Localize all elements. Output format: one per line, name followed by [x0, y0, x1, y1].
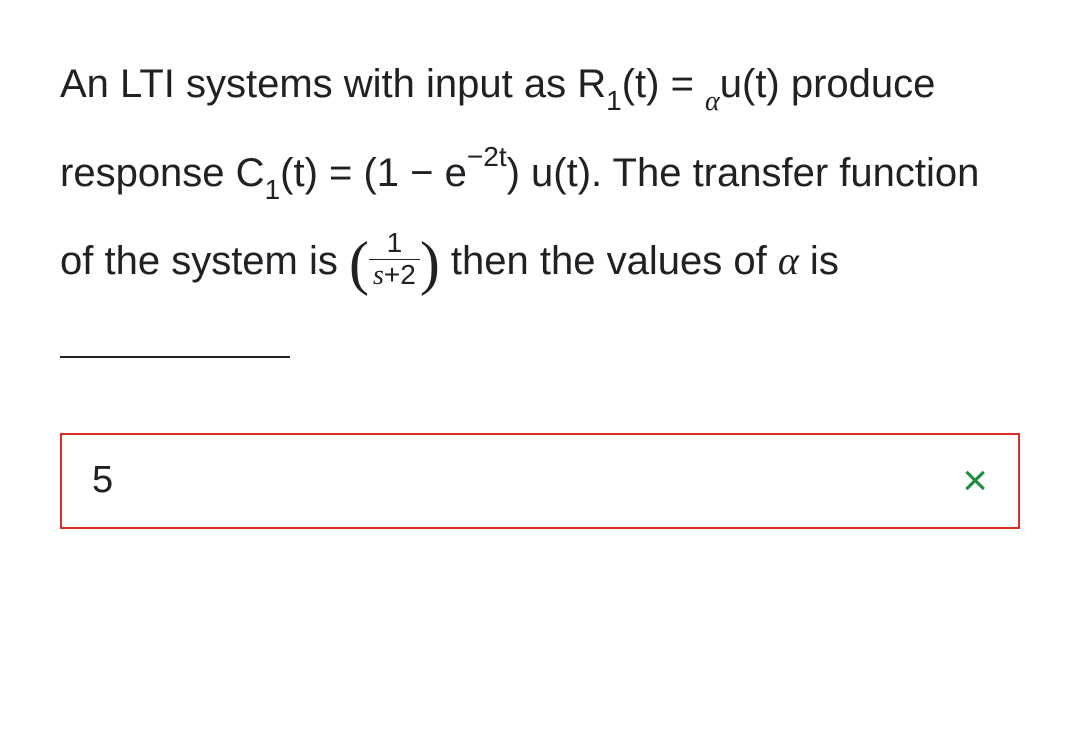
subscript-1: 1	[606, 85, 622, 116]
text-part2: (t) =	[622, 62, 705, 106]
fraction: 1s+2	[369, 228, 420, 292]
fraction-denominator: s+2	[369, 260, 420, 292]
question-text: An LTI systems with input as R1(t) = αu(…	[60, 40, 1020, 393]
close-icon[interactable]: ×	[962, 459, 988, 503]
answer-box: 5 ×	[60, 433, 1020, 529]
superscript-1: −2t	[467, 141, 507, 172]
fraction-wrapper: (1s+2)	[349, 231, 440, 295]
subscript-2: 1	[265, 174, 281, 205]
alpha-2: α	[778, 238, 799, 283]
answer-value: 5	[92, 459, 113, 502]
right-paren: )	[420, 233, 440, 293]
left-paren: (	[349, 233, 369, 293]
blank-line	[60, 356, 290, 358]
text-part6: then the values of	[440, 239, 778, 283]
fraction-numerator: 1	[369, 228, 420, 260]
alpha-1: α	[705, 86, 720, 117]
text-part1: An LTI systems with input as R	[60, 62, 606, 106]
text-part4: (t) = (1 − e	[280, 151, 467, 195]
text-part7: is	[799, 239, 839, 283]
